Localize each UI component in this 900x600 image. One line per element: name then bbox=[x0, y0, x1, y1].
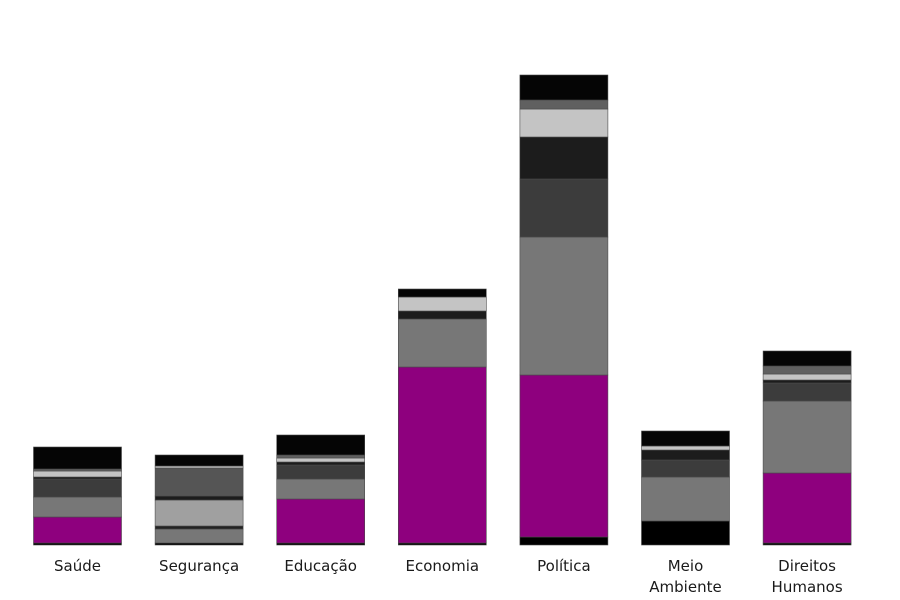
category-tick-label: Economia bbox=[406, 557, 480, 575]
bar-segment bbox=[276, 434, 366, 456]
bar-segment bbox=[397, 366, 487, 544]
bar-segment bbox=[519, 536, 609, 546]
bar-segment bbox=[641, 476, 730, 522]
bar-segment bbox=[33, 478, 122, 498]
bar-segment bbox=[154, 454, 244, 467]
bar-segment bbox=[397, 310, 487, 320]
category-tick-label: Segurança bbox=[159, 557, 239, 575]
bar-segment bbox=[762, 400, 852, 474]
bar-segment bbox=[276, 478, 366, 500]
bar-segment bbox=[33, 470, 122, 478]
bar-segment bbox=[519, 99, 609, 110]
bar-segment bbox=[276, 461, 366, 466]
bar-segment bbox=[762, 382, 852, 402]
bar-segment bbox=[641, 449, 730, 461]
bar-segment bbox=[519, 178, 609, 238]
bar-segment bbox=[276, 498, 366, 544]
bar-segment bbox=[33, 446, 122, 470]
bar-segment bbox=[762, 472, 852, 544]
bar-segment bbox=[276, 464, 366, 480]
category-tick-line: Saúde bbox=[54, 557, 101, 575]
category-tick-line: Ambiente bbox=[649, 578, 721, 596]
category-tick-line: Política bbox=[537, 557, 591, 575]
bar-segment bbox=[519, 74, 609, 101]
category-tick-line: Economia bbox=[406, 557, 480, 575]
bar-segment bbox=[641, 445, 730, 451]
bar-segment bbox=[154, 467, 244, 497]
bar-segment bbox=[154, 499, 244, 527]
category-tick-label: Direitos Humanos bbox=[772, 557, 843, 596]
bar-segment bbox=[519, 108, 609, 138]
category-tick-label: Educação bbox=[284, 557, 357, 575]
bar-segment bbox=[762, 350, 852, 367]
bar-segment bbox=[762, 365, 852, 375]
category-tick-line: Segurança bbox=[159, 557, 239, 575]
category-tick-line: Educação bbox=[284, 557, 357, 575]
bar-segment bbox=[762, 373, 852, 381]
bars-layer bbox=[33, 74, 852, 546]
bar-segment bbox=[154, 525, 244, 530]
bar-segment bbox=[519, 136, 609, 180]
category-tick-line: Meio bbox=[668, 557, 704, 575]
bar-segment bbox=[276, 457, 366, 463]
bar-segment bbox=[154, 495, 244, 501]
bar-segment bbox=[641, 459, 730, 478]
bar-segment bbox=[519, 374, 609, 538]
bar-segment bbox=[33, 516, 122, 544]
bar-segment bbox=[397, 288, 487, 298]
bar-segment bbox=[397, 318, 487, 368]
bar-segment bbox=[762, 379, 852, 384]
bar-segment bbox=[641, 430, 730, 447]
category-tick-label: Política bbox=[537, 557, 591, 575]
bar-segment bbox=[33, 496, 122, 518]
category-tick-line: Direitos bbox=[778, 557, 836, 575]
bar-segment bbox=[397, 296, 487, 312]
bar-segment bbox=[276, 454, 366, 459]
bar-segment bbox=[154, 528, 244, 544]
category-tick-label: Meio Ambiente bbox=[649, 557, 721, 596]
bar-segment bbox=[641, 520, 730, 546]
bar-segment bbox=[519, 236, 609, 376]
category-tick-label: Saúde bbox=[54, 557, 101, 575]
category-tick-line: Humanos bbox=[772, 578, 843, 596]
category-labels-layer: Saúde Segurança Educação Economia Política Me… bbox=[54, 557, 843, 596]
